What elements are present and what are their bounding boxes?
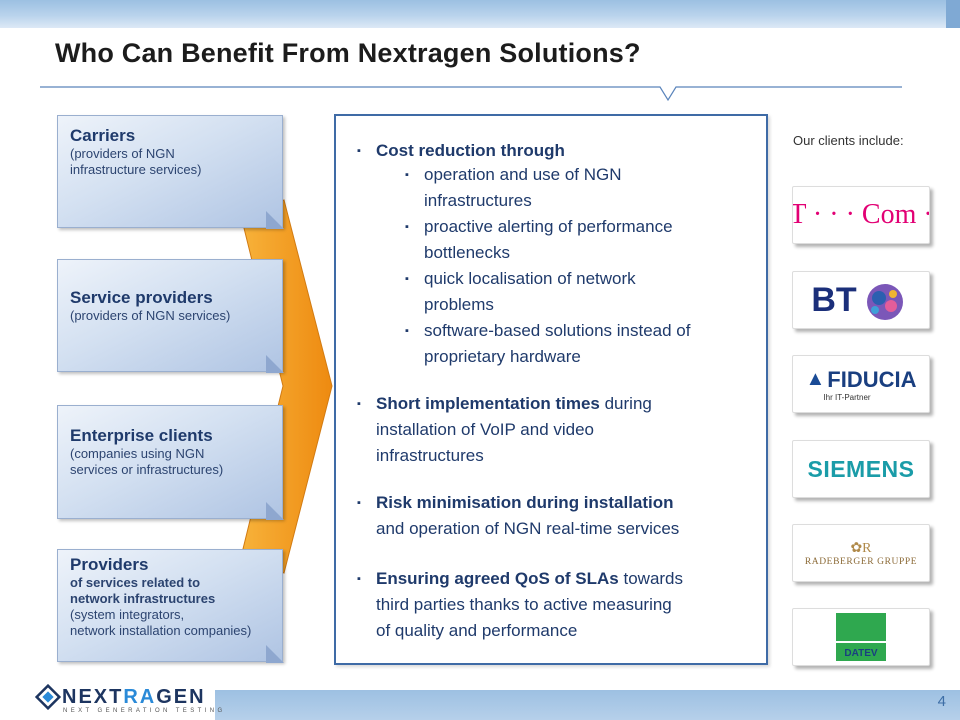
providers-desc-bold-1: of services related to <box>70 575 201 590</box>
fiducia-tagline: Ihr IT-Partner <box>823 392 871 402</box>
tcom-logo: T · · · Com · <box>792 186 930 244</box>
brand-name-a: NEXT <box>62 686 124 708</box>
providers-desc-2: network installation companies) <box>70 623 252 638</box>
providers-heading: Providers <box>70 555 149 574</box>
top-banner-accent <box>946 0 960 28</box>
short-line-3: infrastructures <box>376 446 484 465</box>
providers-box: Providers of services related to network… <box>57 549 284 663</box>
providers-desc-1: (system integrators, <box>70 607 185 622</box>
page-title: Who Can Benefit From Nextragen Solutions… <box>55 38 641 68</box>
bullet-icon: ▪ <box>357 398 361 410</box>
qos-line-2: third parties thanks to active measuring <box>376 595 672 614</box>
page-number: 4 <box>937 693 946 710</box>
datev-logo: DATEV <box>792 608 930 666</box>
sub-bullet-text: proprietary hardware <box>424 347 581 366</box>
bullet-icon: ▪ <box>357 145 361 157</box>
enterprise-clients-heading: Enterprise clients <box>70 426 213 445</box>
footer-bar <box>215 690 960 720</box>
siemens-logo-text: SIEMENS <box>807 455 915 482</box>
sub-bullet-text: software-based solutions instead of <box>424 321 691 340</box>
brand-name-b: GEN <box>156 686 206 708</box>
bullet-short-implementation: ▪ Short implementation times during inst… <box>357 391 652 469</box>
tcom-logo-text: T · · · Com · <box>792 199 930 230</box>
title-underline <box>40 86 902 102</box>
sub-bullet-software: ▪ software-based solutions instead of pr… <box>405 318 691 370</box>
fold-corner <box>266 645 284 663</box>
enterprise-clients-box: Enterprise clients (companies using NGN … <box>57 405 284 520</box>
risk-line-2: and operation of NGN real-time services <box>376 519 680 538</box>
sub-bullet-localisation: ▪ quick localisation of network problems <box>405 266 636 318</box>
siemens-logo: SIEMENS <box>792 440 930 498</box>
radeberger-logo-text: RADEBERGER GRUPPE <box>804 556 918 567</box>
bullet-icon: ▪ <box>357 573 361 585</box>
providers-desc-bold-2: network infrastructures <box>70 591 216 606</box>
fiducia-logo-text: FIDUCIA <box>827 366 917 392</box>
service-providers-heading: Service providers <box>70 288 213 307</box>
sub-bullet-text: infrastructures <box>424 191 532 210</box>
bullet-cost-reduction: ▪ Cost reduction through <box>357 138 565 164</box>
fiducia-triangle-icon: ▲ <box>805 368 826 390</box>
short-rest: during <box>599 394 652 413</box>
clients-label: Our clients include: <box>793 133 904 148</box>
short-bold: Short implementation times <box>376 394 600 413</box>
bullet-icon: ▪ <box>405 273 409 285</box>
nextragen-diamond-icon <box>35 684 61 710</box>
carriers-heading: Carriers <box>70 126 136 145</box>
sub-bullet-text: bottlenecks <box>424 243 510 262</box>
fold-corner <box>266 211 284 229</box>
datev-square-icon <box>836 613 886 641</box>
service-providers-desc: (providers of NGN services) <box>70 308 231 323</box>
bullet-qos: ▪ Ensuring agreed QoS of SLAs towards th… <box>357 566 684 644</box>
qos-bold: Ensuring agreed QoS of SLAs <box>376 569 619 588</box>
enterprise-clients-desc-1: (companies using NGN <box>70 446 205 461</box>
fold-corner <box>266 355 284 373</box>
brand-name-x: RA <box>123 686 157 708</box>
sub-bullet-text: operation and use of NGN <box>424 165 622 184</box>
datev-logo-text: DATEV <box>844 648 878 659</box>
benefits-panel <box>334 114 768 665</box>
sub-bullet-text: proactive alerting of performance <box>424 217 673 236</box>
bt-logo-text: BT <box>811 280 857 319</box>
bullet-icon: ▪ <box>405 169 409 181</box>
service-providers-box: Service providers (providers of NGN serv… <box>57 259 284 373</box>
top-banner <box>0 0 960 28</box>
sub-bullet-alerting: ▪ proactive alerting of performance bott… <box>405 214 673 266</box>
sub-bullet-text: problems <box>424 295 494 314</box>
bt-logo: BT <box>792 271 930 329</box>
qos-line-3: of quality and performance <box>376 621 578 640</box>
nextragen-logo: NEXTRAGEN <box>62 686 206 709</box>
risk-bold: Risk minimisation during installation <box>376 493 674 512</box>
cost-heading: Cost reduction through <box>376 141 565 160</box>
bt-globe-icon <box>866 284 903 320</box>
sub-bullet-text: quick localisation of network <box>424 269 636 288</box>
bullet-icon: ▪ <box>405 221 409 233</box>
enterprise-clients-desc-2: services or infrastructures) <box>70 462 224 477</box>
bullet-icon: ▪ <box>357 497 361 509</box>
fiducia-logo: ▲ FIDUCIA Ihr IT-Partner <box>792 355 930 413</box>
bullet-risk-minimisation: ▪ Risk minimisation during installation … <box>357 490 680 542</box>
radeberger-logo: ✿R RADEBERGER GRUPPE <box>792 524 930 582</box>
carriers-box: Carriers (providers of NGN infrastructur… <box>57 115 284 229</box>
carriers-desc-1: (providers of NGN <box>70 146 175 161</box>
bullet-icon: ▪ <box>405 325 409 337</box>
short-line-2: installation of VoIP and video <box>376 420 595 439</box>
radeberger-crest-icon: ✿R <box>850 540 872 556</box>
nextragen-tagline: NEXT GENERATION TESTING <box>63 708 226 714</box>
fold-corner <box>266 502 284 520</box>
sub-bullet-operation: ▪ operation and use of NGN infrastructur… <box>405 162 622 214</box>
qos-rest: towards <box>618 569 684 588</box>
carriers-desc-2: infrastructure services) <box>70 162 202 177</box>
